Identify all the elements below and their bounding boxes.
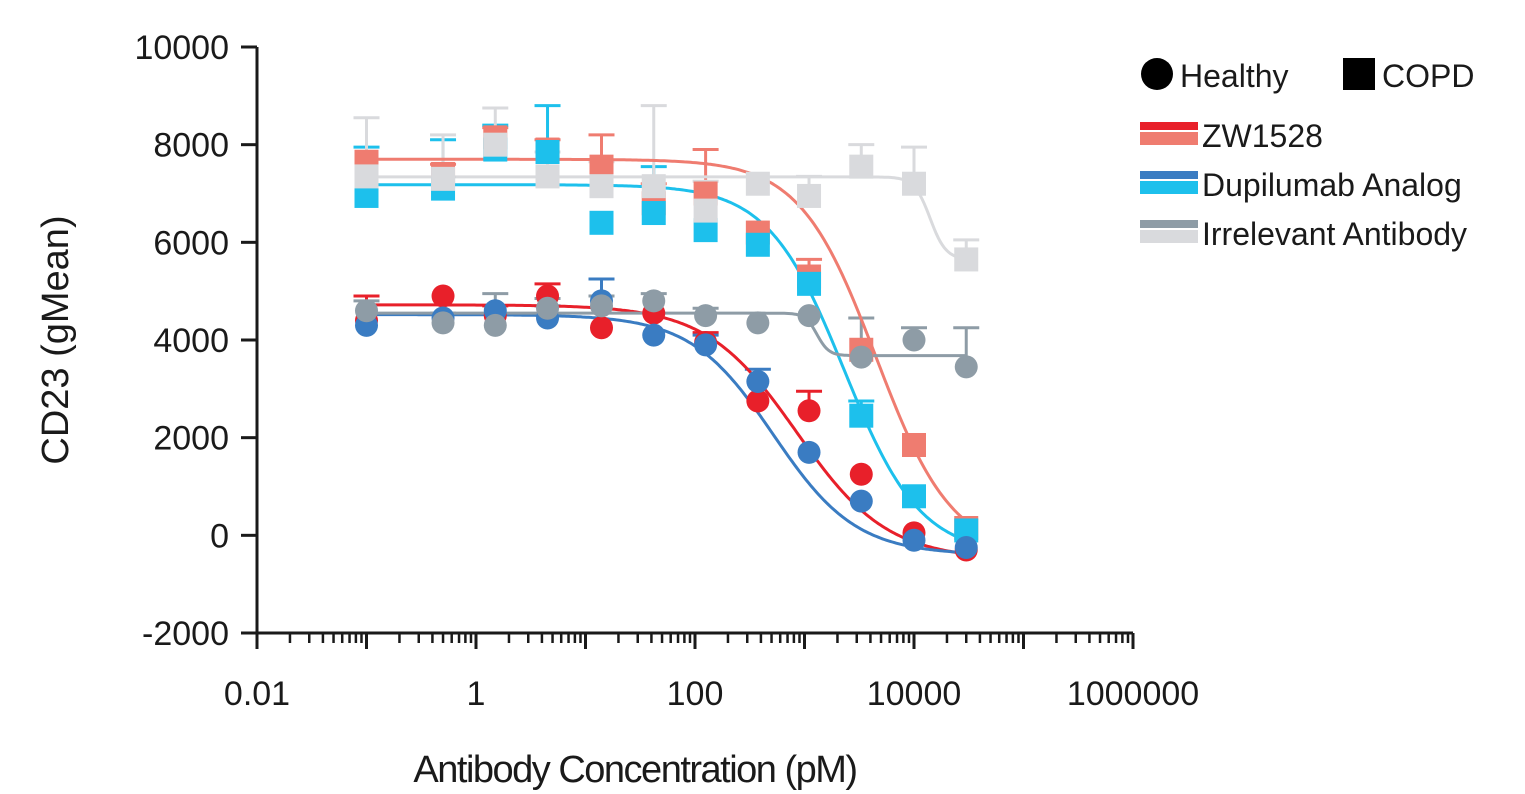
data-point-circle (483, 313, 507, 337)
data-point-circle (954, 536, 978, 560)
data-point-circle (849, 462, 873, 486)
data-point-square (745, 232, 770, 257)
data-point-square (954, 247, 979, 272)
data-point-square (354, 164, 379, 189)
x-axis-ticks: 0.01 1 100 10000 1000000 (224, 633, 1199, 713)
data-point-layer (354, 125, 979, 562)
fit-curve-layer (366, 157, 968, 556)
data-point-circle (536, 296, 560, 320)
fit-curve (366, 157, 968, 523)
y-tick-label: 6000 (153, 224, 229, 262)
data-point-circle (746, 370, 770, 394)
data-point-circle (746, 389, 770, 413)
fit-curve (366, 183, 967, 542)
legend-swatch-copd (1140, 230, 1198, 243)
y-tick-label: -2000 (142, 615, 229, 653)
data-point-circle (642, 323, 666, 347)
data-point-circle (355, 299, 378, 323)
data-point-square (797, 271, 822, 296)
y-axis-title: CD23 (gMean) (35, 215, 77, 464)
data-point-square (849, 154, 874, 179)
data-point-circle (431, 284, 455, 308)
data-point-square (589, 174, 614, 199)
legend-swatch-healthy (1140, 171, 1198, 179)
legend-series-label: ZW1528 (1202, 118, 1323, 154)
data-point-square (902, 484, 926, 509)
data-point-square (745, 171, 770, 196)
data-point-circle (797, 440, 821, 464)
legend-series-label: Dupilumab Analog (1202, 167, 1462, 203)
data-point-circle (694, 304, 718, 328)
data-point-circle (746, 311, 770, 335)
x-tick-label: 1 (467, 675, 486, 713)
x-tick-label: 1000000 (1067, 675, 1199, 713)
legend-series-label: Irrelevant Antibody (1202, 216, 1467, 252)
data-point-circle (849, 345, 873, 369)
legend: Healthy COPD ZW1528 Dupilumab Analog Irrelev… (1140, 58, 1474, 252)
data-point-circle (590, 294, 614, 318)
legend-label-copd: COPD (1382, 58, 1474, 94)
y-tick-label: 2000 (153, 420, 229, 458)
axes-layer: -2000 0 2000 4000 6000 8000 10000 0.01 1 100 1000… (134, 29, 1199, 713)
fit-curve (366, 313, 967, 555)
legend-square-marker (1343, 58, 1375, 90)
data-point-circle (797, 399, 821, 423)
data-point-square (589, 210, 614, 235)
data-point-square (902, 171, 926, 196)
legend-label-healthy: Healthy (1180, 58, 1289, 94)
data-point-circle (902, 328, 926, 352)
data-point-circle (954, 355, 978, 379)
x-axis-title: Antibody Concentration (pM) (413, 749, 856, 791)
y-tick-label: 0 (210, 517, 229, 555)
y-tick-label: 10000 (134, 29, 229, 67)
data-point-square (693, 198, 718, 223)
data-point-circle (797, 304, 821, 328)
data-point-circle (642, 289, 666, 313)
fit-curve (366, 303, 967, 556)
data-point-circle (431, 311, 455, 335)
data-point-square (797, 183, 822, 208)
data-point-square (641, 201, 666, 226)
x-tick-label: 0.01 (224, 675, 290, 713)
legend-circle-marker (1141, 58, 1173, 90)
x-tick-label: 100 (667, 675, 724, 713)
error-bar-layer (353, 104, 980, 416)
x-tick-label: 10000 (867, 675, 962, 713)
data-point-square (849, 403, 874, 428)
data-point-square (483, 132, 508, 157)
legend-swatch-copd (1140, 132, 1198, 145)
data-point-circle (694, 333, 718, 357)
data-point-square (535, 139, 560, 164)
data-point-square (641, 174, 666, 199)
data-point-circle (902, 528, 926, 552)
y-axis-ticks: -2000 0 2000 4000 6000 8000 10000 (134, 29, 257, 653)
legend-swatch-copd (1140, 181, 1198, 194)
data-point-square (431, 166, 456, 191)
legend-swatch-healthy (1140, 122, 1198, 130)
y-tick-label: 8000 (153, 127, 229, 165)
data-point-square (535, 164, 560, 189)
y-tick-label: 4000 (153, 322, 229, 360)
data-point-circle (849, 489, 873, 513)
data-point-square (902, 432, 926, 457)
data-point-circle (590, 316, 614, 340)
legend-swatch-healthy (1140, 220, 1198, 228)
